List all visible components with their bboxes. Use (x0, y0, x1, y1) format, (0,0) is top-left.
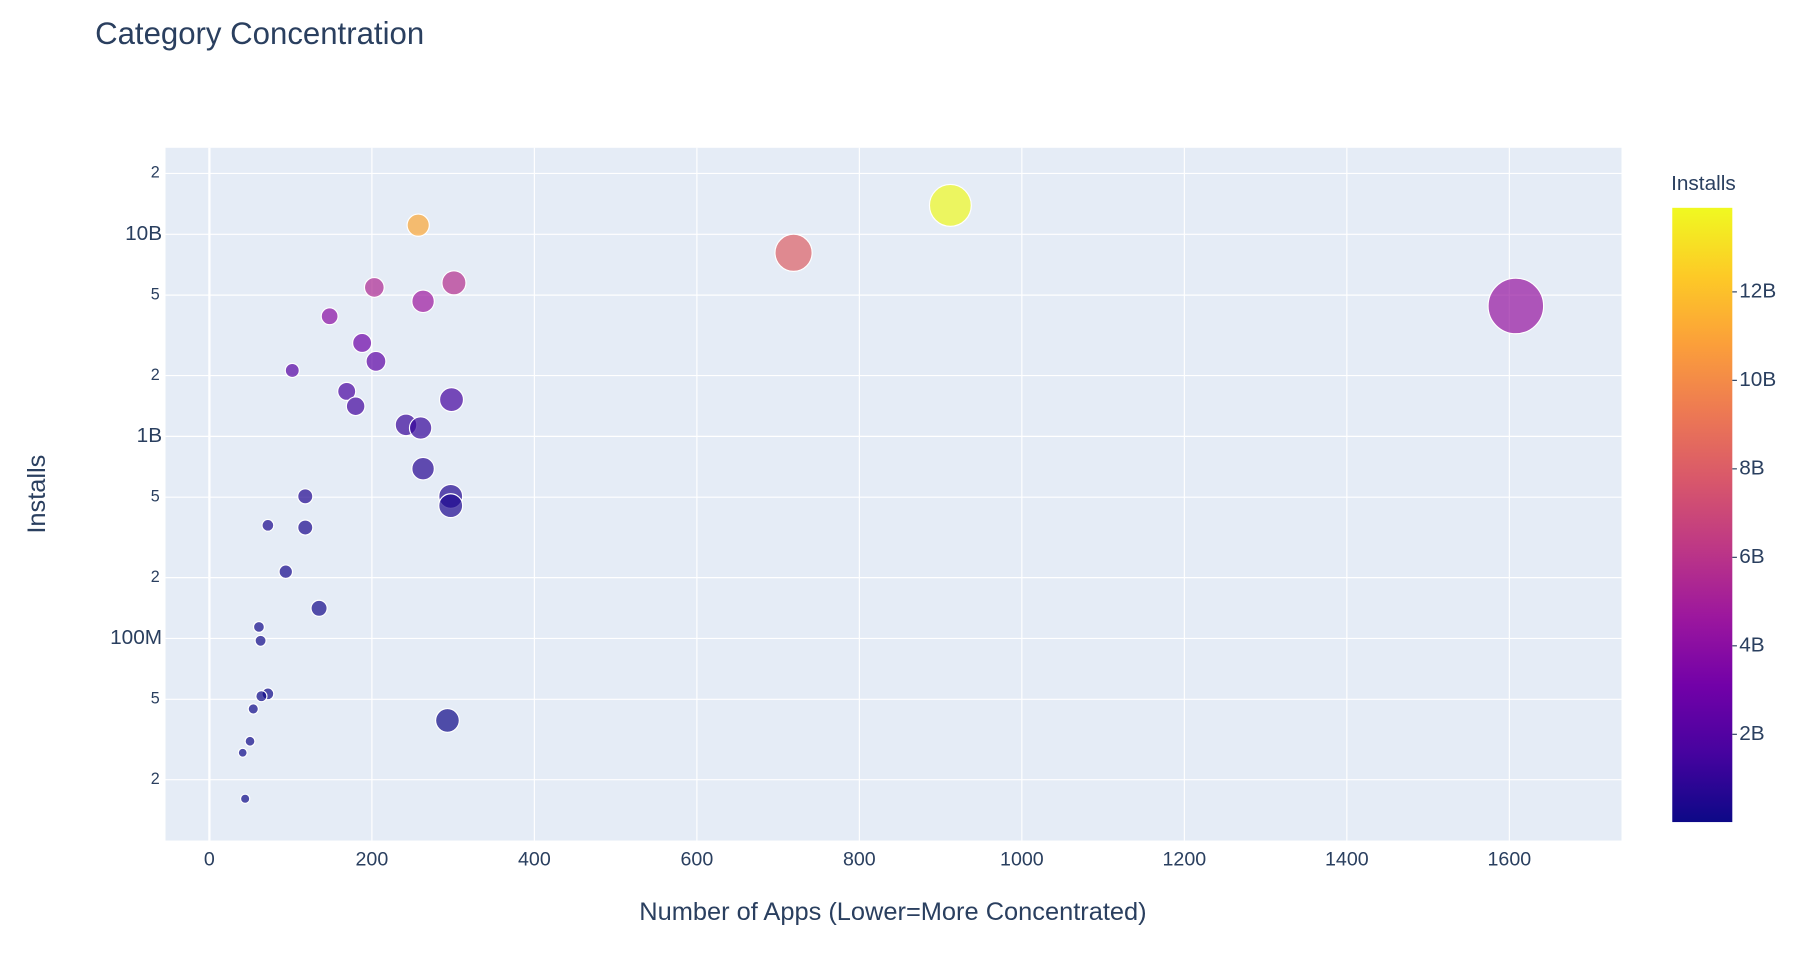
markers (237, 183, 1545, 804)
bubble (774, 233, 813, 272)
bubble (408, 416, 433, 440)
colorbar-tick-label: 8B (1739, 456, 1764, 479)
x-tick-label: 200 (356, 848, 389, 870)
y-tick-label: 1B (137, 424, 162, 447)
bubble (352, 332, 373, 354)
bubble (255, 690, 268, 703)
y-tick-label: 5 (151, 487, 160, 505)
bubble (337, 381, 357, 401)
bubble (244, 735, 256, 747)
bubble (278, 564, 294, 579)
bubble (441, 270, 467, 296)
x-tick-label: 600 (681, 848, 714, 870)
colorbar-tick-label: 2B (1739, 722, 1764, 745)
y-tick-label: 2 (151, 366, 160, 384)
bubble (435, 707, 460, 733)
colorbar-title: Installs (1671, 172, 1736, 195)
x-tick-label: 800 (843, 848, 876, 870)
bubble (252, 620, 265, 633)
bubble (438, 387, 465, 413)
x-tick-label: 0 (204, 848, 215, 870)
plot-background (165, 147, 1622, 841)
x-axis-title: Number of Apps (Lower=More Concentrated) (639, 898, 1146, 926)
bubble (411, 456, 435, 481)
x-tick-label: 1000 (1000, 848, 1044, 870)
bubble (254, 634, 267, 647)
bubble (1487, 277, 1545, 335)
chart-title: Category Concentration (95, 16, 424, 51)
bubble (345, 396, 366, 417)
colorbar-tick-label: 12B (1739, 279, 1776, 302)
bubble (928, 183, 972, 227)
bubble (363, 276, 385, 298)
bubble (297, 519, 314, 536)
colorbar-tick-label: 6B (1739, 545, 1764, 568)
bubble (297, 488, 314, 505)
x-tick-label: 400 (518, 848, 551, 870)
y-tick-label: 100M (110, 626, 162, 649)
bubble (239, 793, 251, 804)
bubble (237, 747, 248, 758)
y-tick-label: 5 (151, 690, 160, 708)
y-tick-label: 2 (151, 164, 160, 182)
y-tick-label: 5 (151, 285, 160, 303)
bubble (320, 307, 339, 326)
bubble (438, 493, 464, 519)
x-tick-label: 1600 (1488, 848, 1532, 870)
bubble (284, 362, 300, 379)
colorbar-tick-label: 4B (1739, 633, 1764, 656)
grid (165, 147, 1622, 841)
bubble (406, 213, 430, 237)
y-tick-label: 2 (151, 770, 160, 788)
colorbar (1672, 207, 1733, 823)
y-tick-label: 10B (125, 222, 162, 245)
bubble (261, 518, 275, 532)
bubble (365, 350, 387, 372)
bubble (411, 289, 435, 314)
y-tick-label: 2 (151, 568, 160, 586)
bubble (310, 599, 328, 617)
bubble (247, 703, 259, 715)
x-tick-label: 1400 (1325, 848, 1369, 870)
colorbar-tick-label: 10B (1739, 368, 1776, 391)
x-tick-label: 1200 (1163, 848, 1207, 870)
y-axis-title: Installs (23, 455, 51, 534)
